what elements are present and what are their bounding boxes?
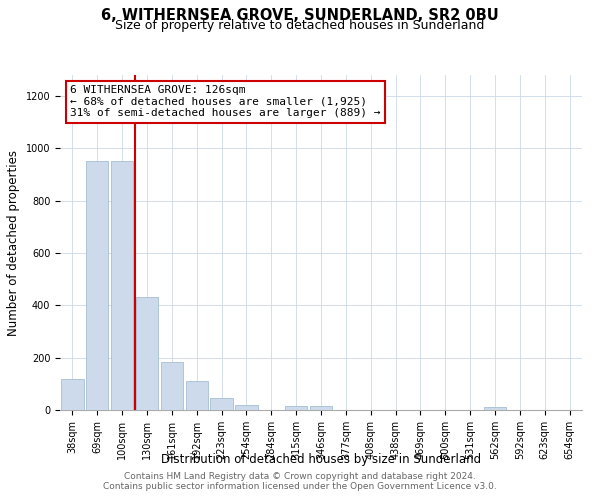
Text: Distribution of detached houses by size in Sunderland: Distribution of detached houses by size … xyxy=(161,452,481,466)
Text: 6, WITHERNSEA GROVE, SUNDERLAND, SR2 0BU: 6, WITHERNSEA GROVE, SUNDERLAND, SR2 0BU xyxy=(101,8,499,22)
Y-axis label: Number of detached properties: Number of detached properties xyxy=(7,150,20,336)
Bar xyxy=(136,298,158,410)
Bar xyxy=(185,381,208,410)
Bar xyxy=(111,162,133,410)
Bar xyxy=(61,378,83,410)
Text: Contains public sector information licensed under the Open Government Licence v3: Contains public sector information licen… xyxy=(103,482,497,491)
Bar xyxy=(285,406,307,410)
Text: Contains HM Land Registry data © Crown copyright and database right 2024.: Contains HM Land Registry data © Crown c… xyxy=(124,472,476,481)
Bar xyxy=(235,406,257,410)
Text: Size of property relative to detached houses in Sunderland: Size of property relative to detached ho… xyxy=(115,19,485,32)
Bar xyxy=(484,407,506,410)
Bar xyxy=(86,162,109,410)
Text: 6 WITHERNSEA GROVE: 126sqm
← 68% of detached houses are smaller (1,925)
31% of s: 6 WITHERNSEA GROVE: 126sqm ← 68% of deta… xyxy=(70,85,381,118)
Bar xyxy=(310,406,332,410)
Bar xyxy=(161,362,183,410)
Bar xyxy=(211,398,233,410)
